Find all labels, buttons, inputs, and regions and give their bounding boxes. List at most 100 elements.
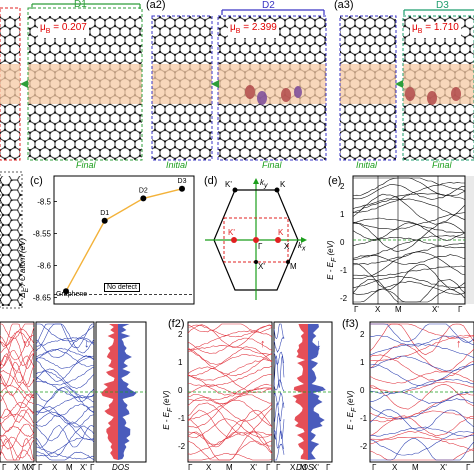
- band-line: [273, 336, 285, 353]
- f1-spin-up-icon: ↑: [22, 338, 28, 350]
- f2-spin-up-icon: ↑: [260, 338, 266, 350]
- f3-ylabel: E - EF (eV): [346, 390, 358, 430]
- band-line: [352, 222, 466, 252]
- band-line: [35, 414, 95, 428]
- band-line: [352, 222, 466, 241]
- band-line: [0, 382, 35, 397]
- a1-final-band: [28, 64, 142, 104]
- a3-initial-frame: [339, 15, 397, 161]
- band-line: [187, 399, 273, 429]
- band-line: [273, 430, 285, 450]
- band-line: [370, 323, 474, 340]
- a2-final-frame: [217, 15, 327, 161]
- band-line: [352, 193, 466, 209]
- c-no-defect-label: No defect: [104, 283, 140, 292]
- band-line: [0, 425, 35, 438]
- a2-final-caption: Final: [262, 160, 282, 170]
- band-line: [35, 386, 95, 413]
- band-line: [273, 378, 285, 392]
- f1-xtick-label: Γ: [2, 463, 7, 472]
- f3-label: (f3): [342, 318, 359, 330]
- chart-c-ytick-label: -8.6: [37, 262, 51, 271]
- d2-label: D2: [262, 0, 275, 11]
- a3-spin-density: [405, 87, 461, 105]
- e-ytick-label: -1: [340, 266, 348, 275]
- f2-xtick-label: M: [226, 463, 233, 472]
- band-line: [187, 345, 273, 355]
- f1-xtick-label: X: [52, 463, 58, 472]
- band-line: [0, 413, 35, 428]
- band-line: [0, 370, 35, 399]
- f1-dos-label: DOS: [112, 463, 130, 472]
- band-line: [35, 421, 95, 442]
- f1-xtick-label: Γ: [38, 463, 43, 472]
- band-line: [187, 387, 273, 402]
- band-line: [187, 365, 273, 387]
- band-line: [352, 198, 466, 220]
- band-line: [352, 254, 466, 265]
- band-line: [369, 410, 474, 423]
- band-line: [187, 374, 273, 396]
- f3-xtick-label: X: [392, 463, 398, 472]
- chart-c-series-line: [65, 188, 183, 292]
- band-line: [187, 354, 273, 377]
- f2-ytick-label: -1: [178, 414, 186, 423]
- f1-xtick-label: X: [14, 463, 20, 472]
- band-line: [352, 217, 466, 234]
- b-lattice: [0, 176, 22, 306]
- e-xtick-label: X: [375, 305, 381, 314]
- band-line: [352, 280, 466, 295]
- bottom-row: [0, 321, 474, 463]
- band-line: [35, 424, 95, 448]
- band-line: [187, 359, 273, 381]
- bz-x: X: [284, 242, 290, 251]
- bz-kprime-in: K': [228, 228, 235, 237]
- d3-bracket: [403, 9, 474, 15]
- a2-spin-density: [245, 85, 302, 105]
- f2-ytick-label: -2: [178, 442, 186, 451]
- chart-c-frame: [53, 175, 195, 305]
- band-line: [0, 334, 35, 361]
- dos-spin-up: [101, 324, 118, 460]
- f3-xtick-label: Γ: [372, 463, 377, 472]
- band-line: [0, 434, 35, 459]
- f2-xtick-label: X': [250, 463, 257, 472]
- f1-xtick-label: X': [80, 463, 87, 472]
- chart-c-point: [63, 288, 69, 295]
- band-line: [369, 384, 474, 410]
- band-line: [35, 348, 95, 367]
- band-line: [369, 334, 474, 362]
- band-line: [0, 438, 35, 461]
- f1-xtick-label: Γ: [90, 463, 95, 472]
- band-structure-e: [352, 175, 474, 305]
- a3-arrow-icon: [395, 80, 403, 88]
- f3-ytick-label: -1: [360, 414, 368, 423]
- f2-dos-label: DOS: [296, 463, 314, 472]
- band-line: [187, 409, 273, 438]
- e-xtick-label: M: [395, 305, 402, 314]
- f2-xtick-label: M: [300, 463, 307, 472]
- kx-label: kx: [298, 241, 306, 253]
- e-ytick-label: -2: [340, 294, 348, 303]
- band-line: [352, 275, 466, 289]
- band-line: [0, 371, 35, 388]
- band-line: [35, 337, 95, 347]
- band-line: [187, 419, 273, 448]
- f2-ylabel: E - EF (eV): [162, 390, 174, 430]
- chart-c-point-label: D1: [100, 210, 109, 217]
- f2-ytick-label: 1: [178, 358, 183, 367]
- band-line: [0, 331, 35, 353]
- band-line: [352, 243, 466, 266]
- a3-label: (a3): [334, 0, 354, 11]
- f3-ytick-label: 2: [360, 330, 365, 339]
- chart-c-point-label: D2: [139, 187, 148, 194]
- chart-c-ytick-label: -8.5: [37, 198, 51, 207]
- band-line: [35, 403, 95, 417]
- chart-c-point: [101, 217, 108, 224]
- band-line: [369, 381, 474, 393]
- a3-initial-caption: Initial: [356, 160, 378, 170]
- band-line: [35, 436, 95, 457]
- f1-xtick-label: M: [66, 463, 73, 472]
- band-line: [369, 436, 474, 451]
